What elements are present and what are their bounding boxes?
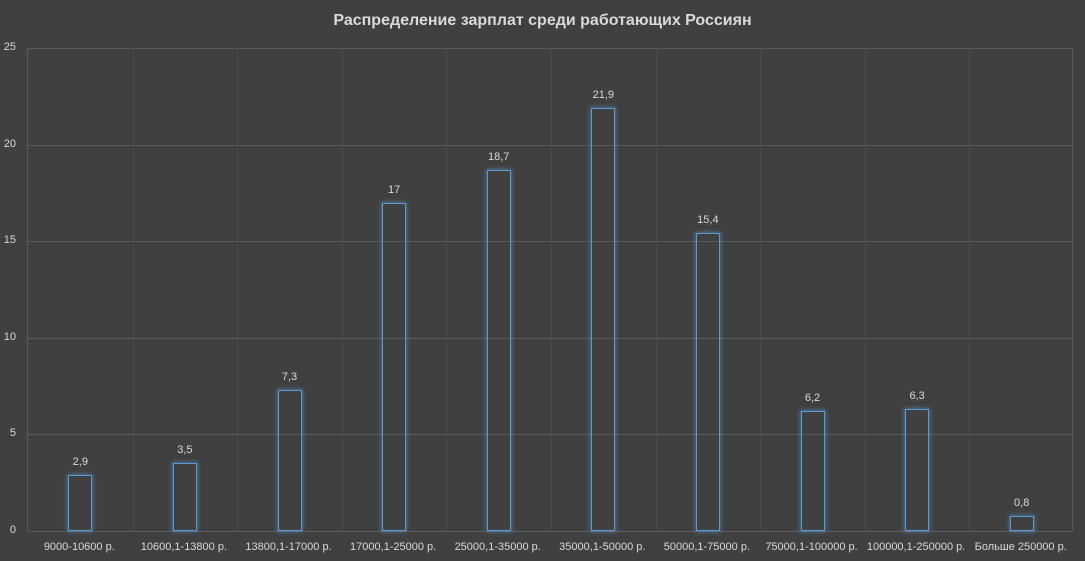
x-tick-label: Больше 250000 р.: [974, 541, 1067, 553]
data-label: 15,4: [697, 214, 719, 227]
x-tick-label: 25000,1-35000 р.: [454, 541, 541, 553]
category-divider: [551, 48, 552, 531]
x-tick-label: 17000,1-25000 р.: [349, 541, 437, 553]
data-label: 0,8: [1014, 496, 1030, 509]
gridline: [28, 337, 1072, 339]
data-label: 18,7: [487, 150, 510, 163]
y-tick-label: 10: [3, 330, 16, 343]
data-label: 2,9: [72, 455, 88, 468]
y-tick-label: 25: [3, 41, 16, 53]
bar[interactable]: [905, 409, 930, 531]
bar[interactable]: [486, 169, 511, 531]
gridline: [28, 48, 1072, 49]
x-tick-label: 35000,1-50000 р.: [559, 541, 646, 553]
gridline: [28, 241, 1072, 243]
category-divider: [655, 48, 657, 531]
gridline: [28, 144, 1072, 146]
y-tick-label: 20: [3, 137, 16, 150]
bar[interactable]: [172, 463, 197, 531]
category-divider: [969, 48, 971, 531]
bar[interactable]: [68, 474, 93, 531]
x-tick-label: 75000,1-100000 р.: [765, 541, 858, 553]
category-divider: [341, 48, 343, 531]
x-tick-label: 50000,1-75000 р.: [663, 541, 751, 553]
gridline: [28, 434, 1072, 436]
data-label: 6,3: [909, 390, 925, 403]
x-tick-label: 10600,1-13800 р.: [140, 541, 228, 553]
y-tick-label: 15: [3, 234, 16, 247]
x-tick-label: 13800,1-17000 р.: [245, 541, 332, 553]
category-divider: [237, 48, 239, 531]
category-divider: [760, 48, 762, 531]
bar[interactable]: [277, 389, 302, 531]
x-tick-label: 100000,1-250000 р.: [866, 541, 966, 553]
category-divider: [446, 48, 448, 531]
chart-title: Распределение зарплат среди работающих Р…: [333, 12, 752, 29]
plot-area: 2,9 3,5 7,3 17 18,7 21,9 15,4 6,2 6,3 0,8: [27, 48, 1073, 532]
bar[interactable]: [382, 202, 407, 531]
data-label: 17: [387, 183, 401, 196]
category-divider: [864, 48, 866, 531]
y-tick-label: 0: [9, 524, 16, 536]
category-divider: [132, 48, 134, 531]
data-label: 7,3: [281, 370, 298, 383]
data-label: 3,5: [177, 444, 193, 457]
gridline: [28, 531, 1072, 532]
bar[interactable]: [1009, 515, 1034, 531]
x-tick-label: 9000-10600 р.: [43, 541, 115, 553]
bar[interactable]: [800, 411, 825, 531]
y-tick-label: 5: [9, 427, 16, 440]
bar[interactable]: [695, 233, 720, 531]
bar[interactable]: [591, 107, 616, 531]
data-label: 6,2: [804, 392, 821, 405]
data-label: 21,9: [592, 88, 614, 101]
